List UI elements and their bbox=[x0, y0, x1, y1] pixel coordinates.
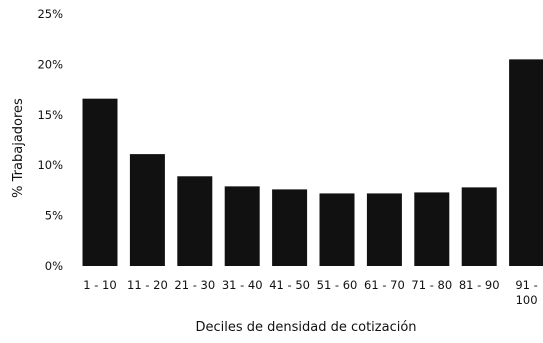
y-tick-label: 20% bbox=[37, 57, 63, 71]
y-axis-title: % Trabajadores bbox=[11, 98, 26, 198]
bar bbox=[462, 187, 497, 266]
x-tick-label: 41 - 50 bbox=[269, 278, 310, 292]
bar bbox=[225, 186, 260, 266]
bar bbox=[177, 176, 212, 266]
x-tick-label: 1 - 10 bbox=[83, 278, 116, 292]
bar bbox=[83, 99, 118, 266]
x-tick-label: 31 - 40 bbox=[222, 278, 263, 292]
bar bbox=[130, 154, 165, 266]
bars bbox=[83, 59, 543, 266]
x-tick-label: 81 - 90 bbox=[459, 278, 500, 292]
x-tick-label: 91 -100 bbox=[515, 278, 537, 307]
y-tick-label: 5% bbox=[45, 209, 63, 223]
y-axis-ticks: 0% 5% 10% 15% 20% 25% bbox=[37, 7, 63, 273]
x-axis-ticks: 1 - 10 11 - 20 21 - 30 31 - 40 41 - 50 51 - 6… bbox=[83, 278, 538, 307]
bar bbox=[320, 193, 355, 266]
bar bbox=[509, 59, 543, 266]
bar bbox=[272, 189, 307, 266]
x-tick-label: 51 - 60 bbox=[317, 278, 358, 292]
x-tick-label: 21 - 30 bbox=[174, 278, 215, 292]
y-tick-label: 10% bbox=[37, 158, 63, 172]
y-tick-label: 25% bbox=[37, 7, 63, 21]
x-tick-label: 11 - 20 bbox=[127, 278, 168, 292]
x-axis-title: Deciles de densidad de cotización bbox=[195, 320, 416, 335]
x-tick-label: 71 - 80 bbox=[411, 278, 452, 292]
x-tick-label: 61 - 70 bbox=[364, 278, 405, 292]
y-tick-label: 15% bbox=[37, 108, 63, 122]
bar bbox=[367, 193, 402, 266]
y-tick-label: 0% bbox=[45, 259, 63, 273]
bar bbox=[414, 192, 449, 266]
